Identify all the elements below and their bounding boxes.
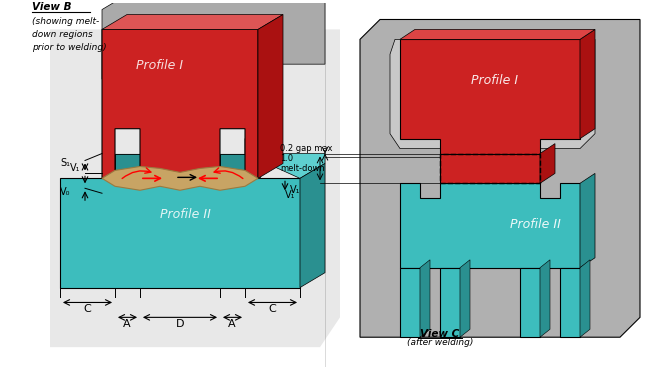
Text: V₀: V₀ xyxy=(60,187,70,197)
Text: A: A xyxy=(228,319,236,329)
Polygon shape xyxy=(360,19,640,337)
Polygon shape xyxy=(580,29,595,139)
Text: Profile I: Profile I xyxy=(471,74,519,87)
Polygon shape xyxy=(460,260,470,337)
Polygon shape xyxy=(390,39,595,149)
Text: C: C xyxy=(83,304,91,315)
Text: Profile II: Profile II xyxy=(510,218,560,231)
Text: View C: View C xyxy=(421,329,460,339)
Polygon shape xyxy=(400,268,420,337)
Polygon shape xyxy=(520,268,540,337)
Text: V₁: V₁ xyxy=(290,185,300,195)
Polygon shape xyxy=(50,29,340,347)
Polygon shape xyxy=(300,163,325,288)
Polygon shape xyxy=(220,153,260,178)
Polygon shape xyxy=(102,167,258,190)
Polygon shape xyxy=(400,29,595,39)
Polygon shape xyxy=(580,173,595,268)
Text: prior to welding): prior to welding) xyxy=(32,43,107,52)
Polygon shape xyxy=(258,15,283,178)
Polygon shape xyxy=(440,268,460,337)
Text: A: A xyxy=(124,319,131,329)
Polygon shape xyxy=(102,0,325,79)
Polygon shape xyxy=(400,183,580,268)
Polygon shape xyxy=(60,153,300,288)
Text: 1.0
melt-down: 1.0 melt-down xyxy=(280,154,325,173)
Text: 0.2 gap max: 0.2 gap max xyxy=(280,143,333,153)
Polygon shape xyxy=(105,153,140,178)
Text: (showing melt-: (showing melt- xyxy=(32,18,99,26)
Polygon shape xyxy=(580,260,590,337)
Polygon shape xyxy=(440,153,540,183)
Text: C: C xyxy=(268,304,276,315)
Text: S₁: S₁ xyxy=(60,159,70,168)
Polygon shape xyxy=(245,139,325,178)
Polygon shape xyxy=(102,29,258,178)
Text: down regions: down regions xyxy=(32,30,93,39)
Text: V₁: V₁ xyxy=(70,163,80,173)
Text: (after welding): (after welding) xyxy=(407,338,473,347)
Polygon shape xyxy=(102,15,283,29)
Text: View B: View B xyxy=(32,1,72,11)
Text: D: D xyxy=(176,319,184,329)
Polygon shape xyxy=(560,268,580,337)
Polygon shape xyxy=(540,143,555,183)
Text: Profile II: Profile II xyxy=(159,208,211,221)
Text: Profile I: Profile I xyxy=(136,59,183,72)
Polygon shape xyxy=(540,260,550,337)
Polygon shape xyxy=(420,260,430,337)
Text: V₁: V₁ xyxy=(285,190,296,200)
Polygon shape xyxy=(400,39,580,153)
